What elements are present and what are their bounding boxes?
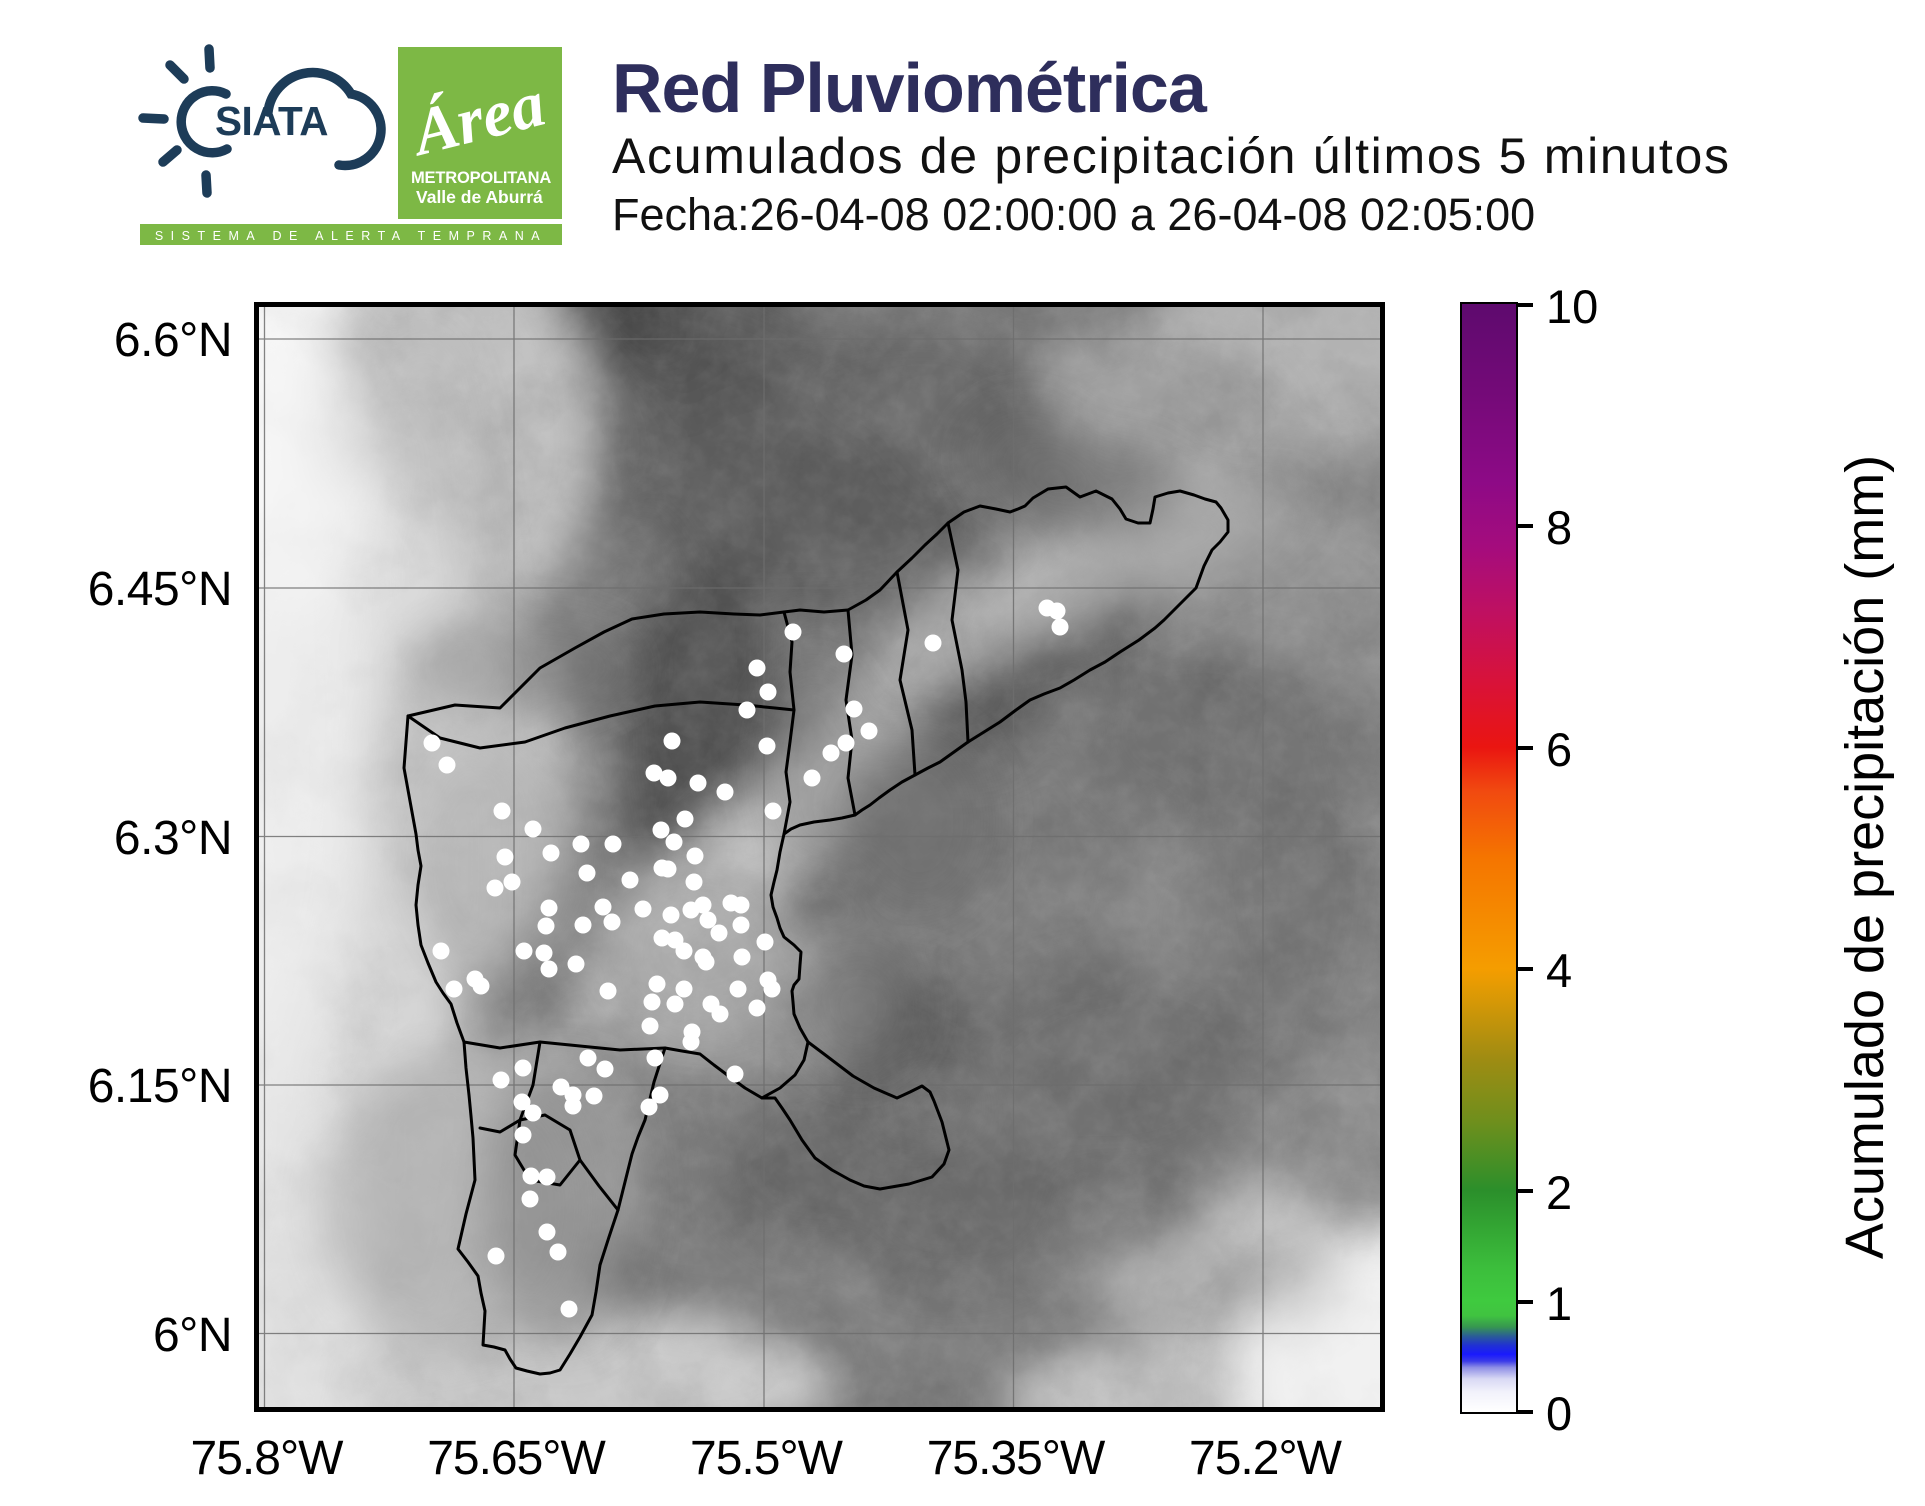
svg-text:METROPOLITANA: METROPOLITANA [411,169,551,187]
svg-text:SISTEMA DE ALERTA TEMPRANA: SISTEMA DE ALERTA TEMPRANA [155,229,547,243]
svg-text:Valle de Aburrá: Valle de Aburrá [416,187,543,207]
svg-text:SIATA: SIATA [215,98,328,144]
